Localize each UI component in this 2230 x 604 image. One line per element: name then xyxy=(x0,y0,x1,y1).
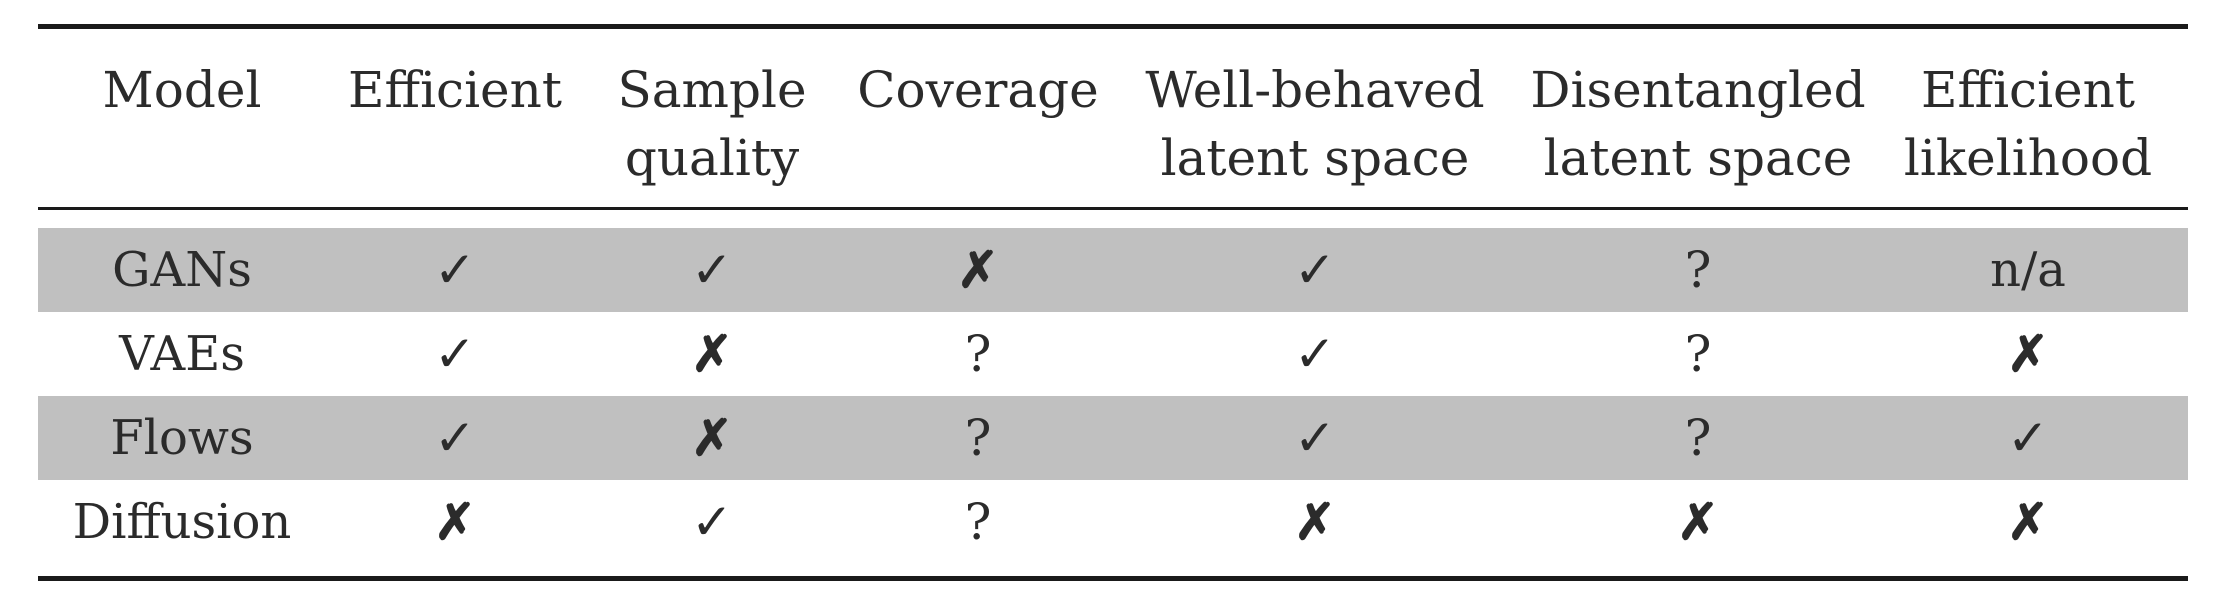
cell-diffusion-efficient: ✗ xyxy=(434,492,476,551)
header-sample-quality: Sample quality xyxy=(617,61,807,187)
cell-flows-well-behaved: ✓ xyxy=(1294,409,1336,467)
cell-gans-efficient-likelihood: n/a xyxy=(1990,242,2066,298)
cell-gans-coverage: ✗ xyxy=(957,240,999,299)
table-header: Model Efficient Sample quality Coverage … xyxy=(38,56,2188,196)
cell-vaes-disentangled: ? xyxy=(1684,325,1712,383)
table-row-vaes: VAEs ✓ ✗ ? ✓ ? ✗ xyxy=(38,312,2188,396)
row-label-gans: GANs xyxy=(112,242,252,298)
cell-vaes-well-behaved: ✓ xyxy=(1294,325,1336,383)
header-well-behaved-latent-space: Well-behaved latent space xyxy=(1145,61,1485,187)
cell-flows-disentangled: ? xyxy=(1684,409,1712,467)
row-label-diffusion: Diffusion xyxy=(72,494,292,550)
cell-gans-disentangled: ? xyxy=(1684,241,1712,299)
header-efficient: Efficient xyxy=(348,61,562,119)
table-bottom-rule xyxy=(38,576,2188,581)
header-disentangled-latent-space: Disentangled latent space xyxy=(1530,61,1866,187)
cell-flows-efficient-likelihood: ✓ xyxy=(2007,409,2049,467)
cell-vaes-efficient: ✓ xyxy=(434,325,476,383)
header-efficient-likelihood: Efficient likelihood xyxy=(1903,61,2153,187)
cell-gans-well-behaved: ✓ xyxy=(1294,241,1336,299)
header-coverage: Coverage xyxy=(857,61,1099,119)
cell-diffusion-sample-quality: ✓ xyxy=(691,493,733,551)
cell-gans-sample-quality: ✓ xyxy=(691,241,733,299)
cell-diffusion-disentangled: ✗ xyxy=(1677,492,1719,551)
row-label-flows: Flows xyxy=(110,410,254,466)
cell-diffusion-coverage: ? xyxy=(964,493,992,551)
table-row-gans: GANs ✓ ✓ ✗ ✓ ? n/a xyxy=(38,228,2188,312)
table-row-flows: Flows ✓ ✗ ? ✓ ? ✓ xyxy=(38,396,2188,480)
cell-vaes-sample-quality: ✗ xyxy=(691,324,733,383)
cell-diffusion-well-behaved: ✗ xyxy=(1294,492,1336,551)
cell-flows-efficient: ✓ xyxy=(434,409,476,467)
table-top-rule xyxy=(38,24,2188,29)
cell-flows-sample-quality: ✗ xyxy=(691,408,733,467)
cell-vaes-efficient-likelihood: ✗ xyxy=(2007,324,2049,383)
row-label-vaes: VAEs xyxy=(119,326,245,382)
table-row-diffusion: Diffusion ✗ ✓ ? ✗ ✗ ✗ xyxy=(38,480,2188,564)
cell-gans-efficient: ✓ xyxy=(434,241,476,299)
header-model: Model xyxy=(102,61,262,119)
cell-vaes-coverage: ? xyxy=(964,325,992,383)
cell-flows-coverage: ? xyxy=(964,409,992,467)
cell-diffusion-efficient-likelihood: ✗ xyxy=(2007,492,2049,551)
table-header-rule xyxy=(38,207,2188,210)
